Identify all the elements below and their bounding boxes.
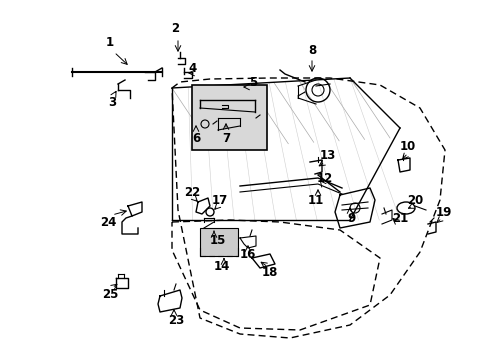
Text: 20: 20 [406,194,422,207]
Text: 13: 13 [319,149,335,162]
Text: 9: 9 [347,212,355,225]
Text: 17: 17 [211,194,228,207]
Text: 22: 22 [183,185,200,198]
Text: 2: 2 [171,22,179,35]
Text: 12: 12 [316,171,332,185]
Text: 10: 10 [399,140,415,153]
FancyBboxPatch shape [192,85,266,150]
Text: 18: 18 [261,266,278,279]
Text: 7: 7 [222,131,229,144]
Text: 19: 19 [435,206,451,219]
Circle shape [205,208,214,216]
Text: 11: 11 [307,194,324,207]
Text: 15: 15 [209,234,226,247]
Text: 3: 3 [108,95,116,108]
Text: 6: 6 [191,131,200,144]
Text: 14: 14 [213,261,230,274]
Text: 1: 1 [106,36,114,49]
Text: 24: 24 [100,216,116,229]
Text: 5: 5 [248,76,257,89]
Text: 23: 23 [167,314,184,327]
FancyBboxPatch shape [200,228,238,256]
Text: 16: 16 [239,248,256,261]
Text: 25: 25 [102,288,118,302]
Text: 4: 4 [188,62,197,75]
Text: 8: 8 [307,44,315,57]
Text: 21: 21 [391,212,407,225]
